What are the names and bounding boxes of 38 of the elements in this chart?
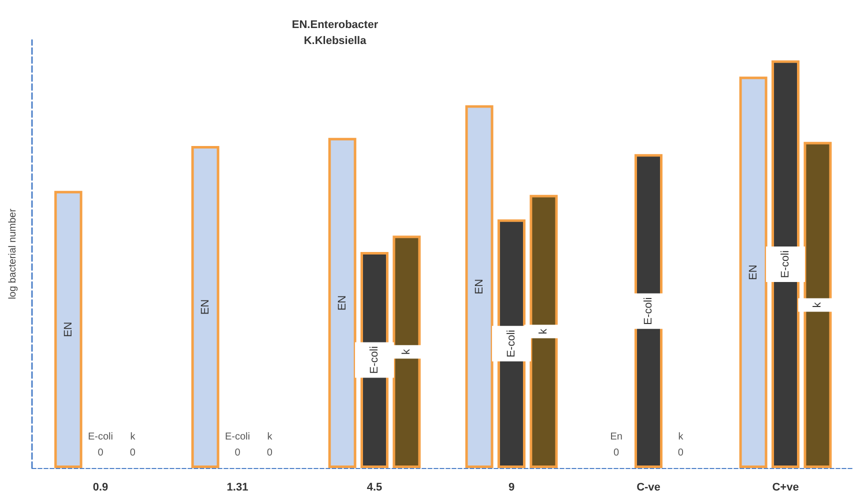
annotation: 0	[614, 448, 620, 458]
text: k	[538, 328, 550, 334]
y-axis-title: log bacterial number	[8, 208, 18, 300]
bar	[54, 190, 82, 468]
text: E-coli	[780, 250, 792, 278]
annotation: E-coli	[88, 432, 114, 442]
text: EN	[473, 278, 486, 294]
annotation: 0	[234, 448, 241, 458]
bar	[392, 236, 421, 468]
x-tick-label: 4.5	[366, 482, 382, 494]
x-tick-label: 0.9	[92, 482, 108, 494]
text: EN	[747, 264, 760, 280]
bar	[328, 138, 356, 468]
annotation: 0	[266, 448, 273, 458]
annotation: k	[678, 432, 684, 442]
series-label: E-coli	[368, 346, 380, 374]
chart-title: EN.Enterobacter K.Klebsiella	[292, 19, 379, 47]
annotation: 0	[98, 448, 104, 458]
text: k	[812, 302, 824, 308]
text: E-coli	[642, 297, 654, 325]
bar	[465, 105, 494, 468]
text: EN	[199, 299, 212, 315]
annotation: En	[610, 432, 622, 442]
x-tick-label: C+ve	[772, 482, 799, 494]
x-tick-label: 9	[508, 482, 515, 494]
series-label: k	[400, 348, 413, 355]
x-tick-label: 1.31	[226, 482, 248, 494]
series-label: EN	[62, 322, 74, 338]
text: E-coli	[506, 330, 518, 358]
annotation: E-coli	[224, 432, 250, 442]
bar	[739, 76, 768, 468]
annotation: k	[130, 432, 136, 442]
text: EN	[336, 295, 348, 311]
annotation: 0	[678, 448, 684, 458]
bar	[191, 146, 220, 468]
annotation: k	[267, 432, 274, 442]
x-tick-label: C-ve	[636, 482, 660, 494]
annotation: 0	[130, 448, 136, 458]
